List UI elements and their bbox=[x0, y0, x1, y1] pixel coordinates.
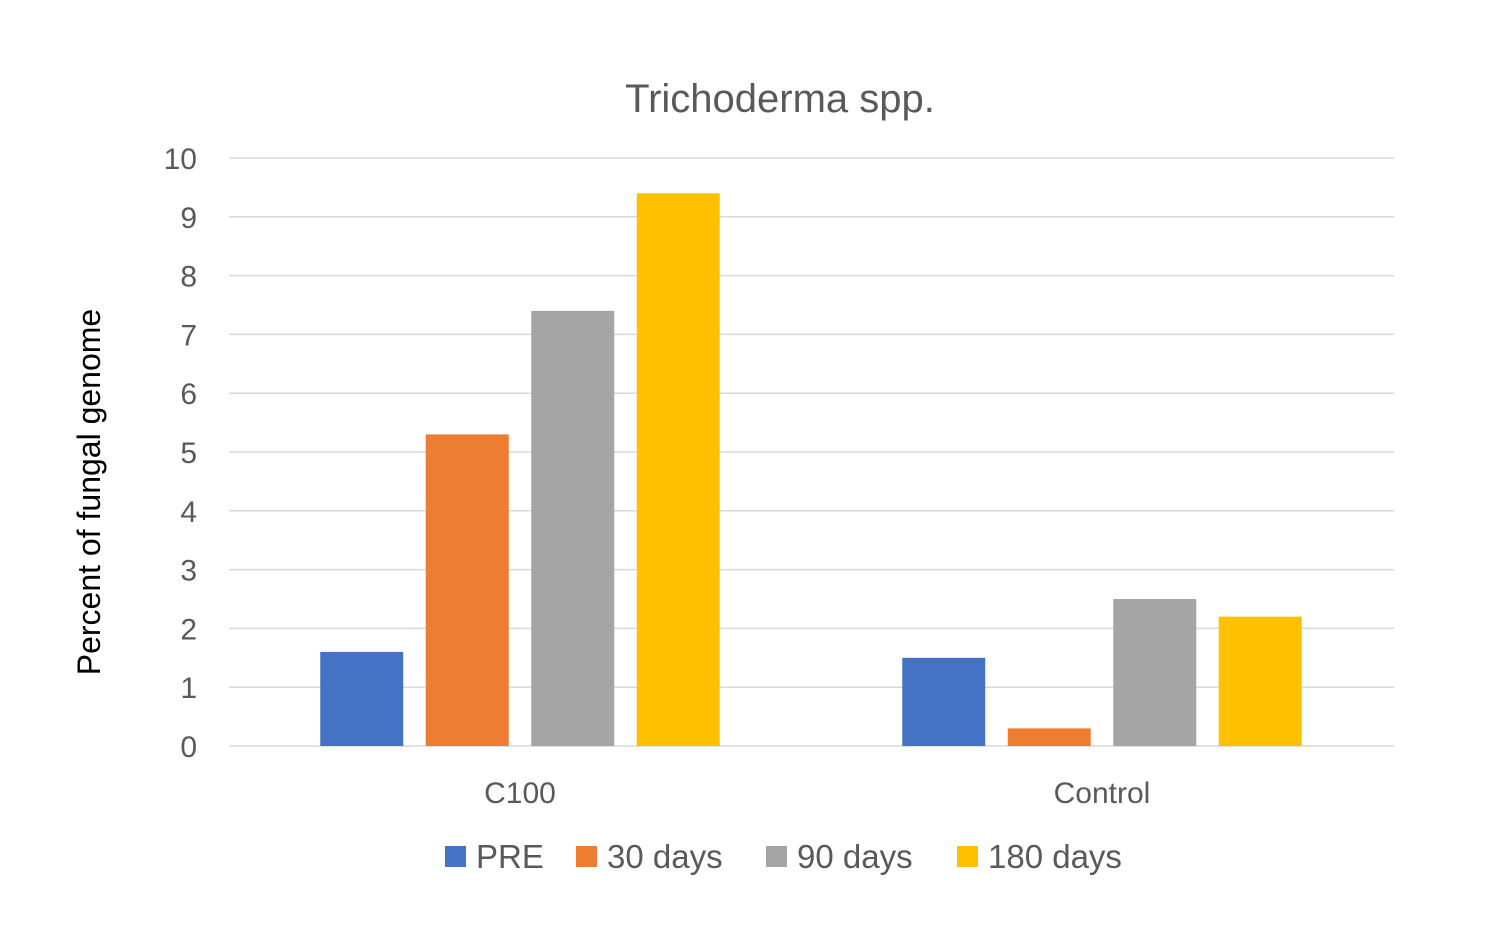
bar-30-days-c100 bbox=[425, 434, 509, 746]
legend-swatch bbox=[766, 846, 787, 867]
gridlines bbox=[229, 157, 1394, 747]
y-tick-label: 0 bbox=[180, 731, 197, 764]
legend-label: 30 days bbox=[607, 838, 723, 875]
y-tick-label: 9 bbox=[180, 202, 197, 235]
x-tick-label: C100 bbox=[484, 777, 556, 810]
y-tick-label: 8 bbox=[180, 261, 197, 294]
bar-90-days-control bbox=[1113, 599, 1197, 746]
y-axis-ticks: 0 1 2 3 4 5 6 7 8 9 10 bbox=[164, 143, 197, 764]
legend-swatch bbox=[576, 846, 597, 867]
y-tick-label: 10 bbox=[164, 143, 197, 176]
legend-label: 90 days bbox=[797, 838, 913, 875]
x-tick-label: Control bbox=[1054, 777, 1151, 810]
bar-pre-control bbox=[902, 657, 986, 746]
bar-pre-c100 bbox=[320, 651, 404, 746]
y-tick-label: 2 bbox=[180, 613, 197, 646]
legend-swatch bbox=[445, 846, 466, 867]
legend: PRE 30 days 90 days 180 days bbox=[445, 838, 1122, 875]
y-tick-label: 6 bbox=[180, 378, 197, 411]
legend-label: 180 days bbox=[988, 838, 1122, 875]
x-axis-ticks: C100 Control bbox=[484, 777, 1150, 810]
bar-180-days-c100 bbox=[636, 193, 720, 746]
legend-swatch bbox=[957, 846, 978, 867]
y-tick-label: 1 bbox=[180, 672, 197, 705]
bar-30-days-control bbox=[1007, 728, 1091, 746]
bar-180-days-control bbox=[1218, 616, 1302, 746]
y-tick-label: 5 bbox=[180, 437, 197, 470]
legend-label: PRE bbox=[476, 838, 544, 875]
bar-90-days-c100 bbox=[531, 310, 615, 746]
y-tick-label: 3 bbox=[180, 555, 197, 588]
y-tick-label: 4 bbox=[180, 496, 197, 529]
y-axis-label: Percent of fungal genome bbox=[71, 309, 107, 675]
y-tick-label: 7 bbox=[180, 319, 197, 352]
chart-title: Trichoderma spp. bbox=[625, 77, 935, 121]
bars bbox=[320, 193, 1302, 746]
